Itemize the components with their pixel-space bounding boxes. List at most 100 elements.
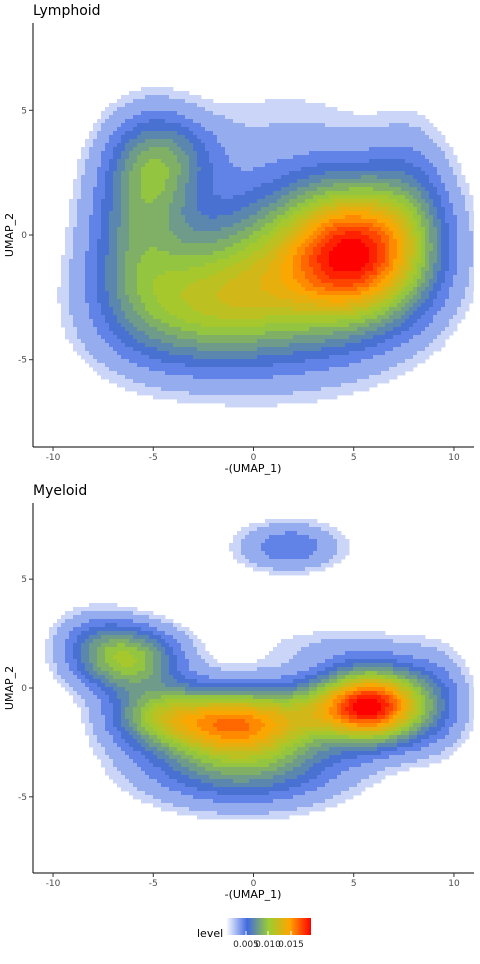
density-cell [177, 263, 181, 267]
density-cell [429, 147, 433, 151]
density-cell [197, 135, 201, 139]
density-cell [317, 227, 321, 231]
density-cell [117, 203, 121, 207]
density-cell [245, 235, 249, 239]
density-cell [233, 291, 237, 295]
density-cell [421, 183, 425, 187]
density-cell [101, 167, 105, 171]
density-cell [153, 135, 157, 139]
density-cell [277, 191, 281, 195]
density-cell [101, 147, 105, 151]
density-cell [153, 203, 157, 207]
density-cell [157, 271, 161, 275]
density-cell [317, 103, 321, 107]
density-cell [409, 147, 413, 151]
density-cell [73, 215, 77, 219]
density-cell [89, 291, 93, 295]
density-cell [349, 215, 353, 219]
density-cell [85, 167, 89, 171]
density-cell [145, 107, 149, 111]
density-cell [361, 171, 365, 175]
density-cell [261, 279, 265, 283]
density-cell [273, 99, 277, 103]
density-cell [409, 303, 413, 307]
density-cell [301, 127, 305, 131]
density-cell [273, 299, 277, 303]
density-cell [173, 199, 177, 203]
density-cell [153, 283, 157, 287]
density-cell [241, 167, 245, 171]
density-cell [445, 219, 449, 223]
density-cell [361, 151, 365, 155]
density-cell [429, 207, 433, 211]
density-cell [209, 139, 213, 143]
density-cell [317, 275, 321, 279]
density-cell [441, 271, 445, 275]
density-cell [317, 107, 321, 111]
density-cell [413, 259, 417, 263]
density-cell [277, 107, 281, 111]
density-cell [237, 143, 241, 147]
density-cell [389, 203, 393, 207]
density-cell [293, 143, 297, 147]
density-cell [169, 287, 173, 291]
density-cell [169, 159, 173, 163]
density-cell [261, 267, 265, 271]
density-cell [181, 111, 185, 115]
density-cell [129, 303, 133, 307]
density-cell [113, 143, 117, 147]
density-cell [425, 199, 429, 203]
density-cell [117, 211, 121, 215]
density-cell [177, 239, 181, 243]
density-cell [385, 143, 389, 147]
density-cell [153, 147, 157, 151]
density-cell [345, 167, 349, 171]
density-cell [401, 171, 405, 175]
density-cell [397, 259, 401, 263]
density-cell [181, 91, 185, 95]
density-cell [185, 219, 189, 223]
density-cell [153, 127, 157, 131]
density-cell [209, 199, 213, 203]
density-cell [353, 119, 357, 123]
density-cell [285, 111, 289, 115]
density-cell [293, 203, 297, 207]
density-cell [105, 127, 109, 131]
density-cell [157, 287, 161, 291]
density-cell [357, 231, 361, 235]
density-cell [209, 211, 213, 215]
density-cell [441, 147, 445, 151]
density-cell [373, 143, 377, 147]
density-cell [105, 251, 109, 255]
density-cell [369, 151, 373, 155]
density-cell [85, 159, 89, 163]
density-cell [413, 175, 417, 179]
density-cell [185, 303, 189, 307]
density-cell [209, 251, 213, 255]
density-cell [453, 175, 457, 179]
density-cell [161, 255, 165, 259]
density-cell [97, 259, 101, 263]
density-cell [393, 299, 397, 303]
density-cell [61, 307, 65, 311]
density-cell [369, 247, 373, 251]
density-cell [257, 207, 261, 211]
density-cell [245, 131, 249, 135]
density-cell [301, 99, 305, 103]
density-cell [321, 119, 325, 123]
density-cell [157, 251, 161, 255]
density-cell [369, 295, 373, 299]
density-cell [93, 135, 97, 139]
density-cell [153, 167, 157, 171]
density-cell [361, 115, 365, 119]
density-cell [413, 271, 417, 275]
density-cell [149, 115, 153, 119]
density-cell [213, 283, 217, 287]
density-cell [229, 223, 233, 227]
density-cell [369, 239, 373, 243]
density-cell [201, 235, 205, 239]
density-cell [185, 279, 189, 283]
density-cell [413, 263, 417, 267]
density-cell [161, 227, 165, 231]
density-cell [441, 175, 445, 179]
